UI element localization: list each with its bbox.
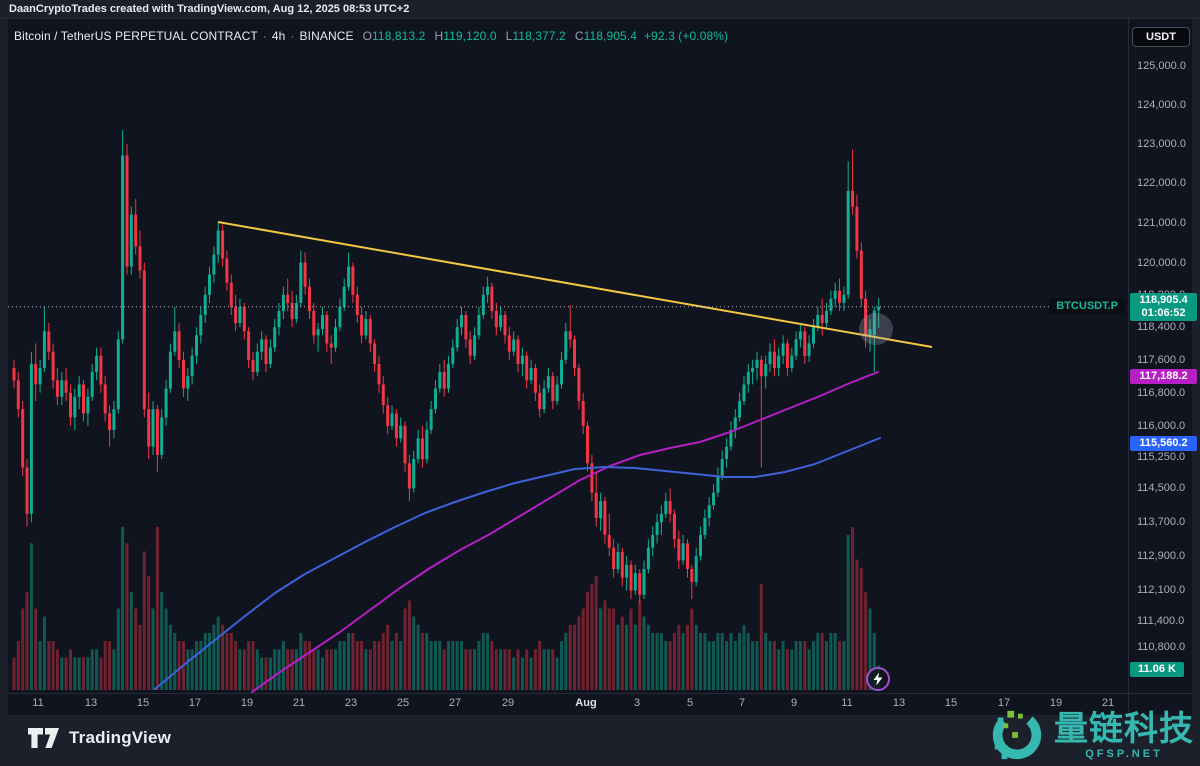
time-tick: 21 [1101,697,1115,709]
price-tick: 116,800.0 [1137,386,1186,399]
boost-button[interactable] [866,667,890,691]
time-tick: 19 [240,697,254,709]
time-tick: 15 [136,697,150,709]
time-tick: 23 [344,697,358,709]
time-tick: 11 [841,697,853,709]
price-tick: 110,800.0 [1137,640,1186,653]
time-tick: 11 [32,697,44,709]
time-tick: 13 [84,697,98,709]
watermark: 量链科技 QFSP.NET [988,706,1194,764]
separator-dot: · [290,29,295,43]
current-price-label[interactable]: 118,905.4 01:06:52 [1130,292,1197,321]
lightning-icon [873,672,883,686]
separator-dot: · [262,29,267,43]
ma-fast-line[interactable] [251,371,879,693]
price-tick: 116,000.0 [1137,419,1186,432]
time-tick: 29 [501,697,515,709]
time-axis-separator [8,693,1192,694]
price-axis[interactable]: 125,000.0 124,000.0 123,000.0 122,000.0 121,… [1129,19,1200,693]
chart-area[interactable] [8,19,1192,715]
price-tick: 121,000.0 [1137,216,1186,229]
price-tick: 112,100.0 [1137,584,1186,597]
price-tick: 111,400.0 [1137,614,1185,627]
current-price-value: 118,905.4 [1139,293,1188,306]
ohlc-low: L118,377.2 [505,29,566,43]
candle-countdown: 01:06:52 [1141,306,1186,319]
ohlc-close: C118,905.4 [574,29,637,43]
price-axis-separator [1128,19,1129,715]
price-tick: 112,900.0 [1137,550,1186,563]
watermark-subtitle: QFSP.NET [1085,747,1163,760]
time-tick: 25 [396,697,410,709]
tradingview-logo-icon [28,728,59,748]
ohlc-high: H119,120.0 [434,29,497,43]
price-tick: 118,400.0 [1137,321,1186,334]
time-tick: 21 [292,697,306,709]
volume-value-label: 11.06 K [1130,662,1184,677]
attribution-text: DaanCryptoTrades created with TradingVie… [9,3,410,15]
tradingview-logo[interactable]: TradingView [28,728,171,748]
descending-trendline[interactable] [217,221,933,348]
overlays-layer [8,221,1128,693]
time-tick: 3 [633,697,641,709]
watermark-text: 量链科技 QFSP.NET [1054,711,1194,760]
attribution-bar: DaanCryptoTrades created with TradingVie… [0,0,1200,19]
price-change: +92.3 (+0.08%) [644,29,729,43]
watermark-logo-icon [992,710,1042,760]
time-tick: 7 [738,697,746,709]
symbol-title[interactable]: Bitcoin / TetherUS PERPETUAL CONTRACT [14,29,258,43]
currency-toggle-button[interactable]: USDT [1132,27,1190,47]
time-tick: 13 [892,697,906,709]
price-tick: 115,250.0 [1137,451,1186,464]
time-tick: 5 [686,697,694,709]
time-tick: 9 [790,697,798,709]
time-tick: 27 [448,697,462,709]
price-tick: 117,600.0 [1137,353,1186,366]
ma-fast-price-label: 117,188.2 [1130,368,1197,384]
time-tick: 19 [1049,697,1063,709]
candles-layer [12,130,881,604]
ohlc-open: O118,813.2 [362,29,426,43]
time-axis[interactable]: 11 13 15 17 19 21 23 25 27 29 Aug 3 5 7 9 11 13 15 17 19 21 [8,694,1192,715]
price-tick: 114,500.0 [1137,482,1186,495]
price-tick: 122,000.0 [1137,176,1186,189]
retest-circle-annotation[interactable] [859,313,893,345]
symbol-price-tag: BTCUSDT.P [1049,297,1125,314]
watermark-title: 量链科技 [1054,709,1194,748]
time-tick: Aug [575,697,597,709]
exchange-label[interactable]: BINANCE [299,29,354,43]
ma-slow-line[interactable] [154,437,881,690]
price-tick: 124,000.0 [1137,98,1186,111]
price-tick: 113,700.0 [1137,516,1186,529]
ma-slow-price-label: 115,560.2 [1130,436,1197,452]
tradingview-logo-text: TradingView [69,728,172,747]
price-tick: 125,000.0 [1137,60,1186,72]
time-tick: 17 [188,697,202,709]
price-tick: 120,000.0 [1137,256,1186,269]
time-tick: 17 [997,697,1011,709]
time-tick: 15 [944,697,958,709]
volume-layer [12,527,881,691]
price-tick: 123,000.0 [1137,137,1186,150]
symbol-info-bar: Bitcoin / TetherUS PERPETUAL CONTRACT · 4h… [14,29,728,43]
interval-label[interactable]: 4h [271,29,286,43]
